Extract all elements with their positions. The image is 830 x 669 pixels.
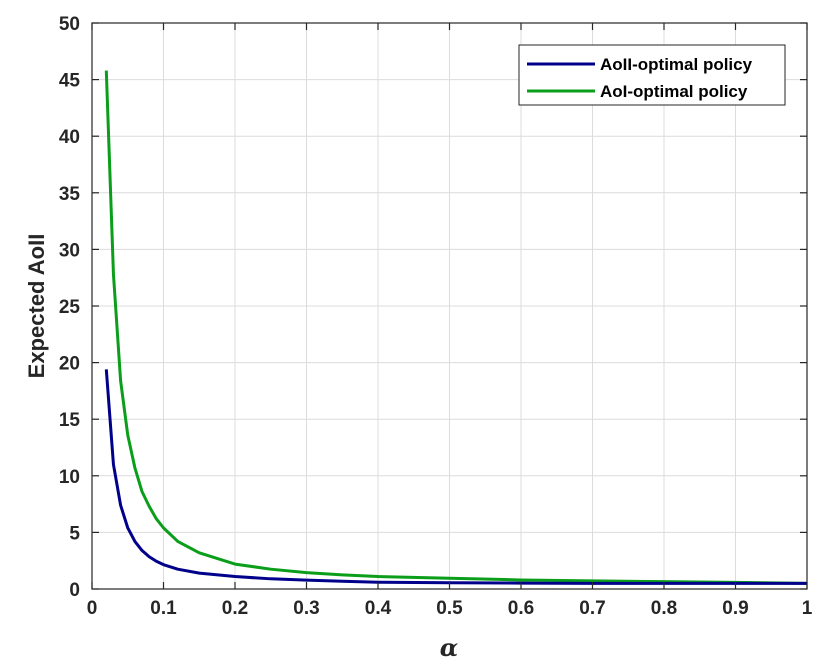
x-tick-label: 0.8 <box>651 598 677 619</box>
y-axis-title: Expected AoII <box>24 234 49 379</box>
legend: AoII-optimal policy AoI-optimal policy <box>518 44 786 106</box>
y-tick-label: 35 <box>59 184 81 205</box>
series-line-aoii <box>104 369 807 585</box>
grid <box>91 22 808 590</box>
x-tick-label: 0 <box>87 598 98 619</box>
y-tick-label: 0 <box>69 580 80 601</box>
legend-box <box>518 44 786 106</box>
y-tick-label: 50 <box>59 14 80 35</box>
y-tick-label: 10 <box>59 467 80 488</box>
x-tick-label: 0.4 <box>365 598 392 619</box>
x-tick-label: 0.3 <box>293 598 319 619</box>
legend-label-aoii: AoII-optimal policy <box>600 55 753 74</box>
y-tick-label: 40 <box>59 127 80 148</box>
ticks: 0 0.1 0.2 0.3 0.4 0.5 0.6 0.7 0.8 0.9 105101520253… <box>59 14 813 619</box>
y-tick-label: 15 <box>59 410 81 431</box>
x-tick-label: 0.6 <box>508 598 534 619</box>
x-tick-label: 0.9 <box>722 598 748 619</box>
x-tick-label: 1 <box>802 598 813 619</box>
x-tick-label: 0.2 <box>222 598 248 619</box>
y-tick-label: 25 <box>59 297 81 318</box>
legend-label-aoi: AoI-optimal policy <box>600 82 748 101</box>
y-tick-label: 20 <box>59 354 80 375</box>
x-axis-title: α <box>440 633 458 662</box>
y-tick-label: 5 <box>69 523 80 544</box>
y-tick-label: 30 <box>59 240 80 261</box>
x-tick-label: 0.5 <box>436 598 463 619</box>
y-tick-label: 45 <box>59 71 81 92</box>
series-line-aoi <box>104 70 808 585</box>
series-layer <box>104 70 808 585</box>
x-tick-label: 0.1 <box>150 598 177 619</box>
x-tick-label: 0.7 <box>579 598 605 619</box>
